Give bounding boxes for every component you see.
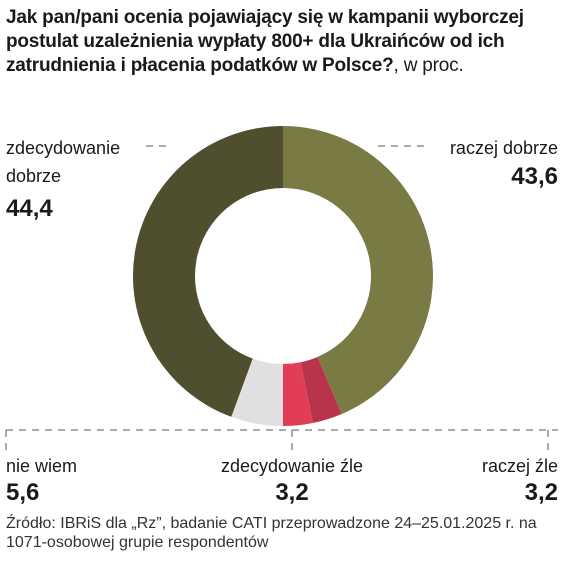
- label-nie-wiem: nie wiem: [6, 456, 78, 476]
- value-zdecydowanie-dobrze: 44,4: [6, 195, 53, 222]
- leader-lines: [5, 145, 558, 450]
- slice-raczej-źle: [300, 356, 342, 423]
- value-raczej-dobrze: 43,6: [511, 163, 558, 190]
- label-raczej-zle: raczej źle: [481, 456, 558, 476]
- value-raczej-zle: 3,2: [524, 479, 558, 506]
- chart-title: Jak pan/pani ocenia pojawiający się w ka…: [6, 6, 558, 78]
- slice-nie-wiem: [231, 358, 283, 426]
- chart-unit: , w proc.: [393, 55, 464, 76]
- label-raczej-dobrze: raczej dobrze: [449, 138, 558, 158]
- value-nie-wiem: 5,6: [6, 479, 40, 506]
- chart-question: Jak pan/pani ocenia pojawiający się w ka…: [6, 7, 524, 76]
- slice-raczej-dobrze: [283, 126, 434, 415]
- label-zdecydowanie-dobrze-2: dobrze: [6, 166, 62, 186]
- source-note: Źródło: IBRiS dla „Rz”, badanie CATI prz…: [6, 515, 537, 551]
- slice-zdecydowanie-dobrze: [132, 126, 283, 417]
- slice-zdecydowanie-źle: [283, 362, 313, 427]
- value-zdecydowanie-zle: 3,2: [275, 479, 309, 506]
- label-zdecydowanie-dobrze-1: zdecydowanie: [6, 138, 121, 158]
- label-zdecydowanie-zle: zdecydowanie źle: [220, 456, 364, 476]
- donut-slices: [132, 126, 434, 427]
